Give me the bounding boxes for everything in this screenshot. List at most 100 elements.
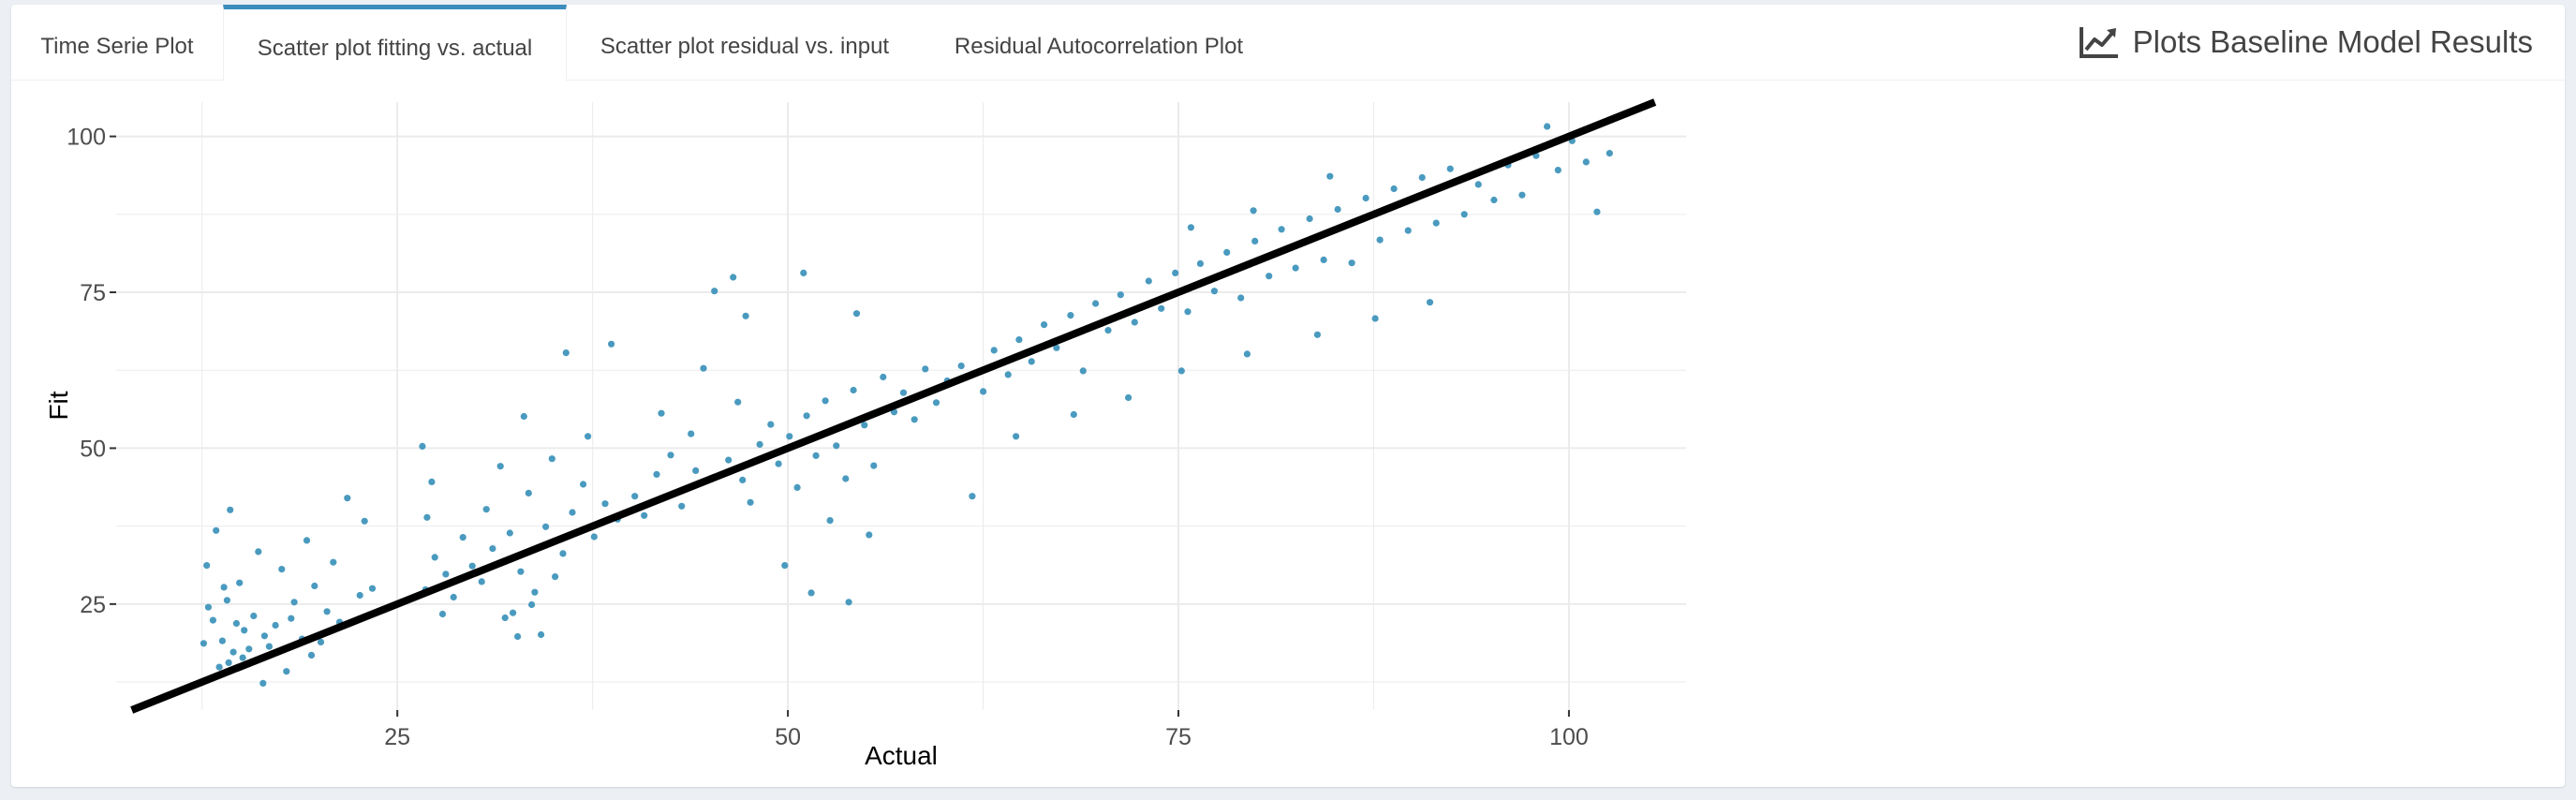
data-point xyxy=(423,513,431,521)
data-point xyxy=(590,533,598,541)
data-point xyxy=(496,463,504,470)
data-point xyxy=(1041,321,1048,329)
data-point xyxy=(255,548,262,556)
data-point xyxy=(1362,194,1369,202)
data-point xyxy=(767,421,775,428)
data-point xyxy=(870,462,878,469)
data-point xyxy=(239,654,246,661)
data-point xyxy=(742,312,749,319)
data-point xyxy=(1426,299,1434,306)
data-point xyxy=(344,495,351,502)
data-point xyxy=(241,627,248,634)
data-point xyxy=(468,562,476,570)
data-point xyxy=(1376,236,1384,244)
data-point xyxy=(1004,371,1012,378)
data-point xyxy=(852,310,861,318)
data-point xyxy=(501,614,509,622)
data-point xyxy=(419,442,426,450)
tab-residual-autocorrelation-plot[interactable]: Residual Autocorrelation Plot xyxy=(954,34,1244,59)
data-point xyxy=(1092,300,1100,307)
data-point xyxy=(1070,410,1077,419)
data-point xyxy=(330,558,337,566)
tab-scatter-fitting-vs-actual[interactable]: Scatter plot fitting vs. actual xyxy=(223,5,567,81)
data-point xyxy=(957,363,965,370)
data-point xyxy=(845,599,852,606)
y-axis-label: Fit xyxy=(44,391,73,420)
data-point xyxy=(842,475,850,482)
data-point xyxy=(688,430,695,437)
data-point xyxy=(528,600,536,609)
data-point xyxy=(1184,308,1192,316)
data-point xyxy=(1292,264,1299,272)
grid xyxy=(116,102,1686,710)
data-point xyxy=(311,582,318,590)
data-point xyxy=(368,585,377,592)
data-point xyxy=(1432,219,1440,227)
tab-time-serie-plot[interactable]: Time Serie Plot xyxy=(40,34,194,59)
data-point xyxy=(538,630,545,639)
x-axis-label: Actual xyxy=(865,741,938,770)
y-tick-label: 25 xyxy=(80,592,106,618)
data-point xyxy=(980,388,987,395)
data-point xyxy=(734,398,742,406)
data-point xyxy=(793,483,801,491)
data-point xyxy=(880,373,887,381)
data-point xyxy=(1250,207,1257,215)
data-point xyxy=(209,616,216,624)
data-point xyxy=(1013,433,1020,440)
data-point xyxy=(800,269,807,276)
data-point xyxy=(1460,211,1468,218)
data-point xyxy=(1593,208,1601,215)
data-point xyxy=(1404,227,1412,234)
scatter-chart: 25 50 75 100 25 50 75 100 Actual Fit xyxy=(44,98,1686,770)
data-point xyxy=(786,433,793,440)
data-point xyxy=(730,274,737,281)
data-point xyxy=(283,668,290,675)
line-chart-icon xyxy=(2079,27,2118,58)
data-point xyxy=(307,651,316,659)
y-tick-label: 50 xyxy=(80,436,106,462)
data-point xyxy=(580,481,587,488)
data-point xyxy=(213,526,220,534)
data-point xyxy=(1223,248,1231,256)
reference-line xyxy=(130,98,1657,714)
data-point xyxy=(278,566,286,573)
tab-scatter-residual-vs-input[interactable]: Scatter plot residual vs. input xyxy=(600,34,890,59)
data-point xyxy=(356,591,363,600)
data-point xyxy=(1104,327,1112,334)
data-point xyxy=(1145,277,1152,285)
data-point xyxy=(559,550,567,557)
data-point xyxy=(1554,167,1562,174)
data-point xyxy=(288,615,295,622)
data-point xyxy=(641,511,648,519)
data-point xyxy=(259,679,267,688)
data-point xyxy=(678,502,686,510)
data-point xyxy=(1172,269,1179,276)
data-point xyxy=(866,531,873,539)
data-point xyxy=(1117,291,1124,299)
data-point xyxy=(1582,158,1590,166)
tab-bar: Time Serie Plot Scatter plot fitting vs.… xyxy=(11,5,2565,81)
data-point xyxy=(1028,358,1035,365)
data-point xyxy=(317,638,325,646)
data-point xyxy=(1210,288,1218,295)
data-point xyxy=(517,568,525,575)
data-point xyxy=(1125,393,1133,402)
data-point xyxy=(1131,319,1138,326)
data-point xyxy=(833,442,840,450)
data-point xyxy=(781,562,789,570)
data-point xyxy=(1606,150,1613,157)
data-point xyxy=(200,640,207,647)
data-point xyxy=(260,632,268,640)
data-point xyxy=(775,460,782,467)
data-point xyxy=(438,610,447,618)
data-point xyxy=(232,619,240,628)
data-point xyxy=(1237,294,1245,302)
data-point xyxy=(1177,367,1185,375)
data-point xyxy=(1187,224,1194,231)
data-point xyxy=(552,573,559,581)
data-point xyxy=(531,588,539,596)
data-point xyxy=(1251,237,1259,244)
data-point xyxy=(1266,273,1273,280)
data-point xyxy=(585,433,592,440)
